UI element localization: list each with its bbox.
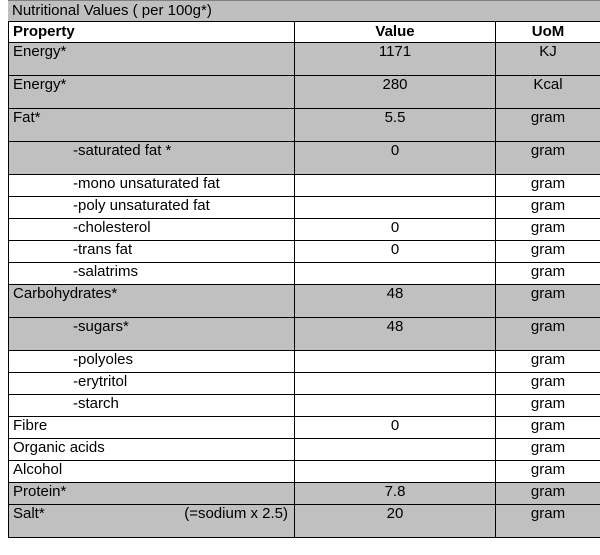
value-cell <box>294 174 496 197</box>
property-cell: -erytritol <box>8 372 295 395</box>
property-cell: Fat* <box>8 108 295 142</box>
uom-cell: gram <box>495 284 600 318</box>
value-cell <box>294 460 496 483</box>
table-title: Nutritional Values ( per 100g*) <box>8 0 600 22</box>
value-cell: 0 <box>294 240 496 263</box>
table-row: -starch gram <box>8 394 600 417</box>
header-uom: UoM <box>495 21 600 43</box>
value-cell <box>294 350 496 373</box>
table-row: Energy* 280 Kcal <box>8 75 600 109</box>
uom-cell: Kcal <box>495 75 600 109</box>
value-cell: 20 <box>294 504 496 538</box>
table-row: Fibre 0 gram <box>8 416 600 439</box>
header-value: Value <box>294 21 496 43</box>
uom-cell: gram <box>495 350 600 373</box>
uom-cell: gram <box>495 108 600 142</box>
uom-cell: gram <box>495 240 600 263</box>
property-cell: -sugars* <box>8 317 295 351</box>
property-note: (=sodium x 2.5) <box>184 505 288 523</box>
uom-cell: gram <box>495 416 600 439</box>
table-row: Carbohydrates* 48 gram <box>8 284 600 318</box>
value-cell: 0 <box>294 141 496 175</box>
property-cell: Carbohydrates* <box>8 284 295 318</box>
property-cell: -saturated fat * <box>8 141 295 175</box>
table-row: Organic acids gram <box>8 438 600 461</box>
value-cell: 0 <box>294 416 496 439</box>
uom-cell: gram <box>495 438 600 461</box>
uom-cell: gram <box>495 482 600 505</box>
property-cell: Salt* (=sodium x 2.5) <box>8 504 295 538</box>
value-cell: 5.5 <box>294 108 496 142</box>
table-row: -polyoles gram <box>8 350 600 373</box>
value-cell <box>294 196 496 219</box>
table-row: -cholesterol 0 gram <box>8 218 600 241</box>
value-cell <box>294 372 496 395</box>
property-cell: -starch <box>8 394 295 417</box>
property-cell: -cholesterol <box>8 218 295 241</box>
property-cell: -polyoles <box>8 350 295 373</box>
uom-cell: gram <box>495 372 600 395</box>
property-cell: Fibre <box>8 416 295 439</box>
uom-cell: gram <box>495 141 600 175</box>
value-cell: 1171 <box>294 42 496 76</box>
property-cell: Alcohol <box>8 460 295 483</box>
header-property: Property <box>8 21 295 43</box>
uom-cell: gram <box>495 394 600 417</box>
uom-cell: gram <box>495 262 600 285</box>
value-cell <box>294 262 496 285</box>
value-cell: 0 <box>294 218 496 241</box>
uom-cell: gram <box>495 317 600 351</box>
property-cell: Protein* <box>8 482 295 505</box>
property-cell: -trans fat <box>8 240 295 263</box>
table-row: Alcohol gram <box>8 460 600 483</box>
uom-cell: KJ <box>495 42 600 76</box>
table-row: Fat* 5.5 gram <box>8 108 600 142</box>
table-row: -erytritol gram <box>8 372 600 395</box>
table-row: -saturated fat * 0 gram <box>8 141 600 175</box>
value-cell <box>294 438 496 461</box>
table-row: -poly unsaturated fat gram <box>8 196 600 219</box>
uom-cell: gram <box>495 218 600 241</box>
property-cell: Energy* <box>8 42 295 76</box>
uom-cell: gram <box>495 504 600 538</box>
property-cell: Energy* <box>8 75 295 109</box>
property-cell: Organic acids <box>8 438 295 461</box>
table-row: Salt* (=sodium x 2.5) 20 gram <box>8 504 600 538</box>
table-row: -salatrims gram <box>8 262 600 285</box>
table-row: -trans fat 0 gram <box>8 240 600 263</box>
value-cell <box>294 394 496 417</box>
table-row: Energy* 1171 KJ <box>8 42 600 76</box>
value-cell: 48 <box>294 317 496 351</box>
uom-cell: gram <box>495 196 600 219</box>
value-cell: 48 <box>294 284 496 318</box>
property-cell: -poly unsaturated fat <box>8 196 295 219</box>
table-row: -mono unsaturated fat gram <box>8 174 600 197</box>
value-cell: 280 <box>294 75 496 109</box>
value-cell: 7.8 <box>294 482 496 505</box>
table-row: Protein* 7.8 gram <box>8 482 600 505</box>
nutrition-table: Property Value UoM Energy* 1171 KJ Energy* 2… <box>8 21 600 538</box>
property-cell: -mono unsaturated fat <box>8 174 295 197</box>
uom-cell: gram <box>495 460 600 483</box>
table-row: -sugars* 48 gram <box>8 317 600 351</box>
property-label: Salt* <box>13 505 45 523</box>
uom-cell: gram <box>495 174 600 197</box>
header-row: Property Value UoM <box>8 21 600 43</box>
property-cell: -salatrims <box>8 262 295 285</box>
